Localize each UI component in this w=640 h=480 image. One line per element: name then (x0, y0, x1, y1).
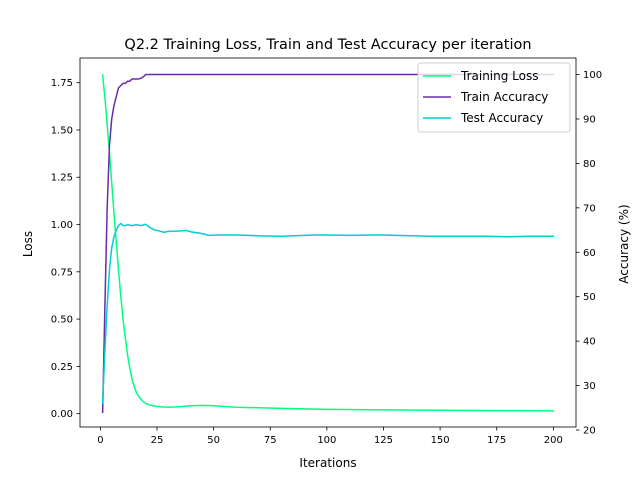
y2-tick-label: 20 (583, 426, 596, 437)
y2-tick-label: 40 (583, 337, 596, 348)
y-tick-label: 1.75 (51, 78, 73, 89)
y-tick-label: 0.00 (51, 409, 73, 420)
y2-axis-label: Accuracy (%) (617, 204, 631, 283)
legend-label: Train Accuracy (460, 90, 548, 104)
x-tick-label: 175 (487, 435, 506, 446)
y2-tick-label: 90 (583, 114, 596, 125)
y2-tick-label: 100 (583, 70, 602, 81)
x-tick-label: 50 (207, 435, 220, 446)
y2-tick-label: 60 (583, 248, 596, 259)
y-axis-label: Loss (21, 231, 35, 257)
x-tick-label: 150 (431, 435, 450, 446)
legend-box (417, 62, 571, 133)
y-tick-label: 1.00 (51, 220, 73, 231)
y2-tick-label: 80 (583, 159, 596, 170)
y-tick-label: 1.50 (51, 125, 73, 136)
series-line-training-loss (101, 74, 555, 412)
x-tick-label: 75 (264, 435, 277, 446)
y2-tick-label: 30 (583, 381, 596, 392)
legend-label: Test Accuracy (460, 111, 543, 125)
legend-label: Training Loss (460, 69, 538, 83)
y2-tick-label: 70 (583, 203, 596, 214)
series-line-train-accuracy (101, 73, 555, 414)
x-tick-label: 200 (544, 435, 563, 446)
y-tick-label: 1.25 (51, 173, 73, 184)
plot-frame (79, 57, 577, 428)
y-tick-label: 0.25 (51, 362, 73, 373)
chart-title: Q2.2 Training Loss, Train and Test Accur… (124, 37, 531, 53)
x-tick-label: 25 (151, 435, 164, 446)
y-tick-label: 0.50 (51, 315, 73, 326)
y-tick-label: 0.75 (51, 267, 73, 278)
x-tick-label: 125 (374, 435, 393, 446)
x-tick-label: 100 (317, 435, 336, 446)
series-line-test-accuracy (101, 222, 555, 405)
y2-tick-label: 50 (583, 292, 596, 303)
x-axis-label: Iterations (299, 456, 356, 470)
x-tick-label: 0 (97, 435, 103, 446)
